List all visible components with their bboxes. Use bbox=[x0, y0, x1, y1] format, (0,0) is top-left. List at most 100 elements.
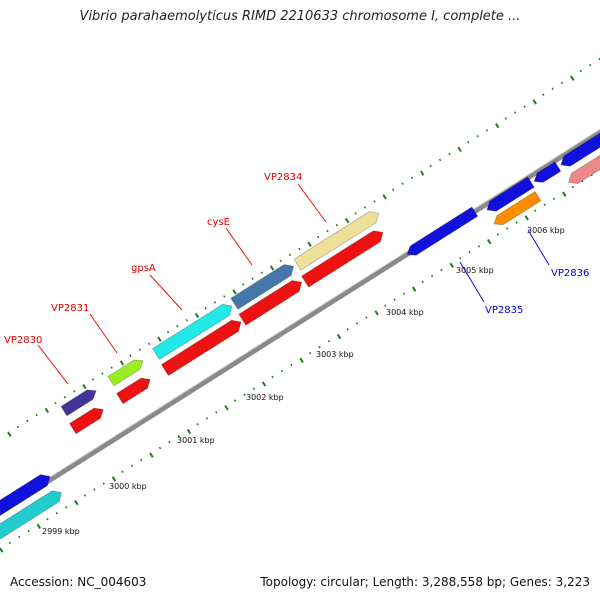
red-arrow-1[interactable] bbox=[69, 407, 104, 435]
tick-label-3005: 3005 kbp bbox=[456, 266, 494, 275]
outer-tick bbox=[373, 200, 376, 203]
inner-tick bbox=[374, 310, 379, 316]
inner-tick bbox=[355, 322, 359, 325]
gene-arrow-cyse[interactable] bbox=[230, 264, 295, 310]
red-arrow-2[interactable] bbox=[116, 377, 151, 405]
map-title: Vibrio parahaemolyticus RIMD 2210633 chr… bbox=[79, 9, 521, 24]
outer-tick bbox=[419, 170, 425, 176]
gene-label-vp2835[interactable]: VP2835 bbox=[485, 305, 523, 316]
inner-tick bbox=[477, 245, 481, 248]
inner-tick bbox=[290, 363, 293, 367]
pink-arrow-right[interactable] bbox=[568, 153, 600, 185]
outer-tick bbox=[269, 265, 275, 271]
inner-tick bbox=[196, 423, 199, 426]
leader-line-gpsa bbox=[149, 274, 183, 311]
outer-tick bbox=[157, 336, 162, 342]
inner-tick bbox=[224, 405, 229, 411]
inner-tick bbox=[402, 292, 406, 296]
outer-tick bbox=[429, 164, 432, 168]
gene-label-vp2836[interactable]: VP2836 bbox=[551, 268, 589, 279]
outer-tick bbox=[194, 312, 200, 319]
red-arrow-4[interactable] bbox=[238, 280, 303, 326]
gene-label-vp2830[interactable]: VP2830 bbox=[4, 335, 42, 346]
inner-tick bbox=[74, 500, 79, 506]
outer-tick bbox=[448, 152, 451, 156]
outer-tick bbox=[513, 111, 517, 114]
blue-arrow-right-2[interactable] bbox=[533, 161, 562, 183]
outer-tick bbox=[392, 188, 395, 191]
red-arrow-5[interactable] bbox=[301, 230, 384, 288]
inner-tick bbox=[46, 517, 49, 521]
red-arrow-3[interactable] bbox=[160, 319, 242, 377]
tick-label-3006: 3006 kbp bbox=[527, 226, 565, 235]
gene-arrow-vp2830[interactable] bbox=[60, 389, 97, 417]
inner-tick bbox=[552, 197, 556, 201]
outer-tick bbox=[382, 194, 387, 200]
inner-tick bbox=[515, 221, 518, 224]
outer-tick-track bbox=[7, 57, 600, 437]
inner-tick bbox=[27, 529, 30, 533]
outer-tick bbox=[560, 81, 564, 85]
inner-tick bbox=[543, 203, 546, 207]
inner-tick bbox=[168, 440, 171, 444]
outer-tick bbox=[241, 283, 245, 286]
tick-label-3001: 3001 kbp bbox=[177, 436, 215, 445]
inner-tick bbox=[336, 333, 342, 340]
inner-tick bbox=[534, 209, 537, 212]
gene-arrow-gpsa[interactable] bbox=[151, 303, 233, 361]
gene-arrow-vp2836[interactable] bbox=[493, 190, 542, 226]
outer-tick bbox=[138, 348, 142, 352]
inner-tick bbox=[271, 375, 274, 379]
inner-tick bbox=[55, 512, 58, 515]
inner-tick bbox=[18, 535, 21, 539]
outer-tick bbox=[523, 105, 526, 108]
gene-label-vp2834[interactable]: VP2834 bbox=[264, 172, 302, 183]
chromosome-backbone-highlight bbox=[0, 128, 600, 510]
outer-tick bbox=[213, 301, 217, 304]
outer-tick bbox=[101, 372, 104, 375]
leader-line-vp2836 bbox=[527, 229, 550, 266]
outer-tick bbox=[410, 176, 414, 180]
inner-tick bbox=[308, 351, 312, 355]
inner-tick bbox=[65, 506, 68, 509]
inner-tick bbox=[421, 280, 424, 284]
outer-tick bbox=[110, 366, 113, 369]
blue-arrow-right-1[interactable] bbox=[486, 176, 535, 212]
outer-tick bbox=[438, 158, 442, 162]
outer-tick bbox=[288, 253, 292, 257]
inner-tick bbox=[0, 547, 4, 553]
gene-label-cyse[interactable]: cysE bbox=[207, 217, 230, 228]
gene-label-vp2831[interactable]: VP2831 bbox=[51, 303, 89, 314]
outer-tick bbox=[91, 378, 95, 381]
outer-tick bbox=[363, 206, 367, 209]
inner-tick bbox=[186, 428, 192, 435]
gene-arrow-vp2831[interactable] bbox=[107, 359, 144, 387]
inner-tick bbox=[93, 488, 96, 491]
outer-tick bbox=[204, 307, 207, 310]
inner-tick bbox=[393, 298, 396, 301]
tick-label-3000: 3000 kbp bbox=[109, 482, 147, 491]
outer-tick bbox=[223, 295, 226, 298]
gene-arrow-vp2835[interactable] bbox=[406, 206, 479, 256]
inner-tick bbox=[158, 446, 162, 450]
outer-tick bbox=[570, 75, 575, 81]
inner-tick bbox=[365, 316, 368, 319]
gene-arrow-vp2834[interactable] bbox=[293, 211, 380, 271]
outer-tick bbox=[63, 396, 66, 399]
gene-label-gpsa[interactable]: gpsA bbox=[131, 263, 156, 274]
inner-tick bbox=[243, 393, 246, 396]
inner-tick bbox=[571, 185, 575, 189]
blue-arrow-left[interactable] bbox=[0, 474, 51, 517]
inner-tick bbox=[149, 452, 154, 458]
outer-tick bbox=[344, 217, 350, 224]
inner-tick bbox=[468, 251, 471, 254]
inner-tick bbox=[496, 233, 499, 236]
inner-tick bbox=[440, 268, 443, 272]
outer-tick bbox=[467, 140, 470, 144]
tick-label-3003: 3003 kbp bbox=[316, 350, 354, 359]
outer-tick bbox=[279, 259, 282, 263]
cyan-arrow-left[interactable] bbox=[0, 490, 62, 543]
blue-arrow-right-3[interactable] bbox=[560, 132, 600, 167]
